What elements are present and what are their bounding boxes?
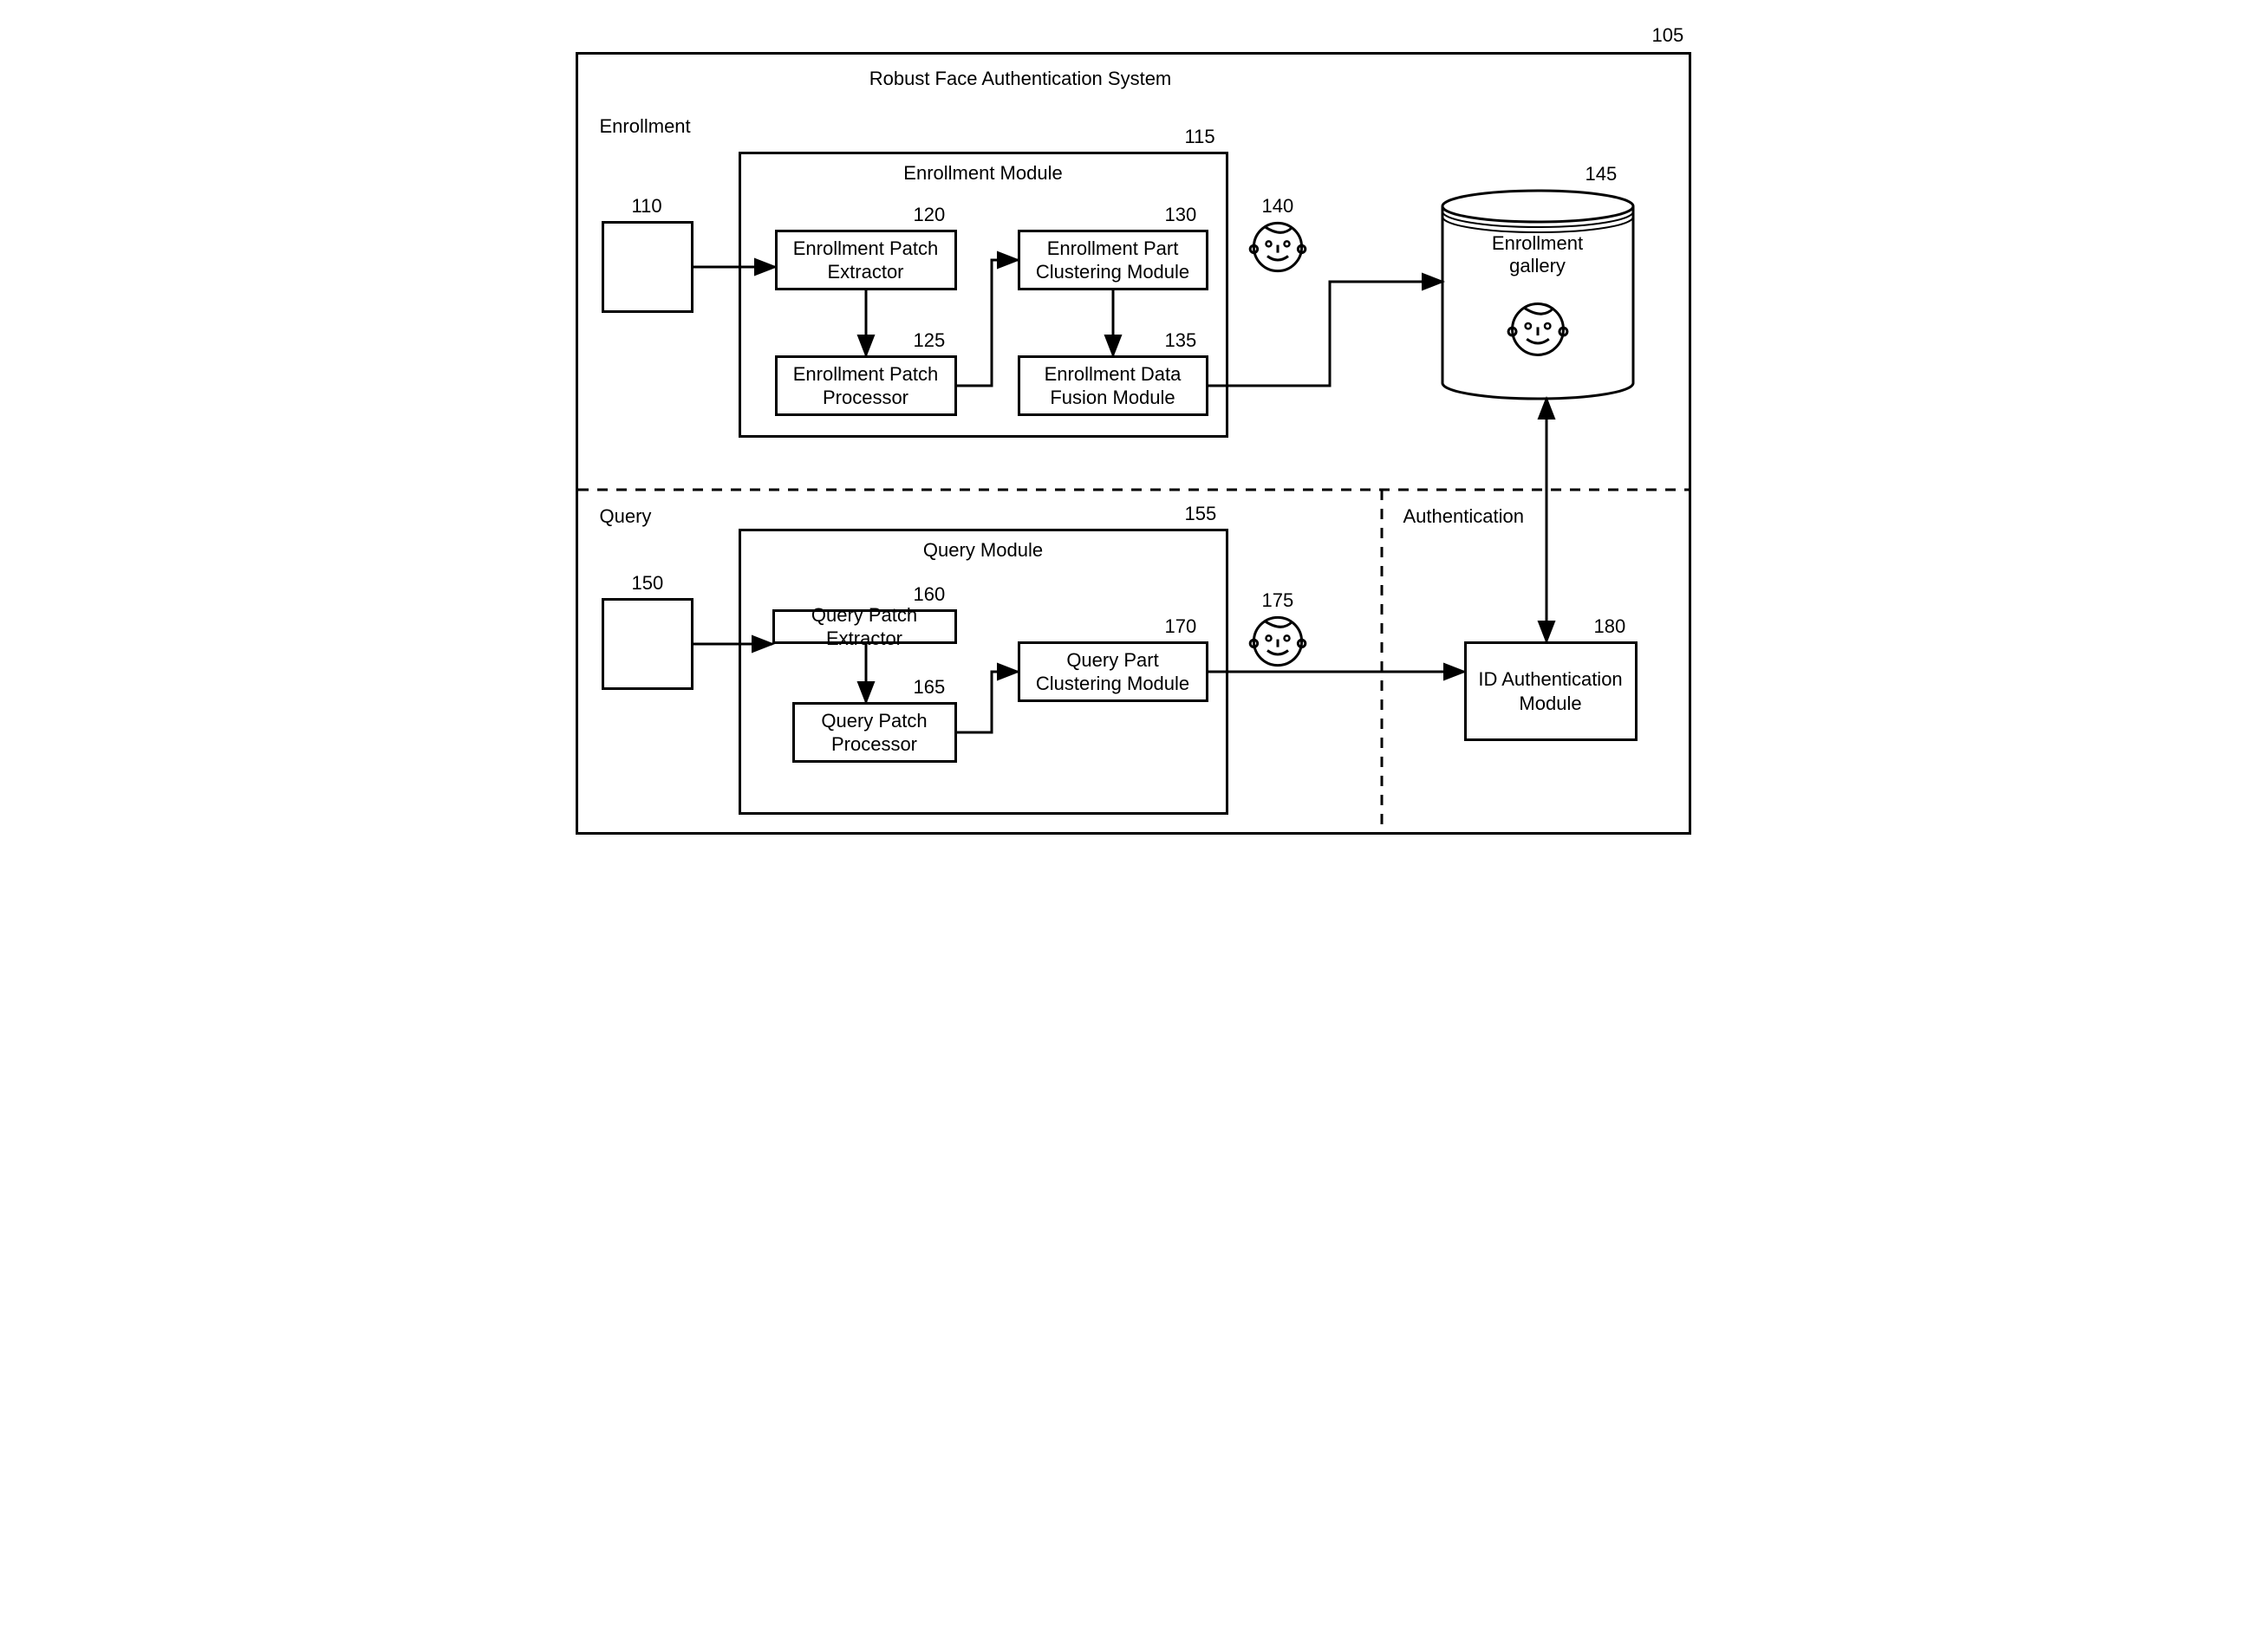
enroll_patch_extractor: Enrollment Patch Extractor bbox=[775, 230, 957, 290]
enroll_part_clustering: Enrollment Part Clustering Module bbox=[1018, 230, 1208, 290]
section-enrollment: Enrollment bbox=[600, 115, 691, 138]
query_patch_processor: Query Patch Processor bbox=[792, 702, 957, 763]
enroll_data_fusion: Enrollment Data Fusion Module bbox=[1018, 355, 1208, 416]
ref-150: 150 bbox=[632, 572, 664, 595]
ref-135: 135 bbox=[1165, 329, 1197, 352]
ref-170: 170 bbox=[1165, 615, 1197, 638]
ref-110: 110 bbox=[632, 195, 662, 218]
ref-140: 140 bbox=[1262, 195, 1294, 218]
section-query: Query bbox=[600, 505, 652, 528]
ref-125: 125 bbox=[914, 329, 946, 352]
query_module-title: Query Module bbox=[923, 539, 1043, 562]
ref-165: 165 bbox=[914, 676, 946, 699]
enroll_input bbox=[602, 221, 693, 313]
ref-115: 115 bbox=[1185, 126, 1215, 148]
ref-155: 155 bbox=[1185, 503, 1217, 525]
ref-160: 160 bbox=[914, 583, 946, 606]
ref-175: 175 bbox=[1262, 589, 1294, 612]
query_patch_extractor: Query Patch Extractor bbox=[772, 609, 957, 644]
enrollment-gallery-label: Enrollmentgallery bbox=[1460, 232, 1616, 277]
ref-145: 145 bbox=[1586, 163, 1618, 185]
ref-180: 180 bbox=[1594, 615, 1626, 638]
query_part_clustering: Query Part Clustering Module bbox=[1018, 641, 1208, 702]
diagram-canvas: 105 Robust Face Authentication System Enro… bbox=[567, 17, 1700, 843]
section-authentication: Authentication bbox=[1403, 505, 1524, 528]
query_input bbox=[602, 598, 693, 690]
id_auth: ID Authentication Module bbox=[1464, 641, 1638, 741]
enroll_patch_processor: Enrollment Patch Processor bbox=[775, 355, 957, 416]
enrollment_module-title: Enrollment Module bbox=[903, 162, 1062, 185]
ref-130: 130 bbox=[1165, 204, 1197, 226]
ref-105: 105 bbox=[1652, 24, 1684, 47]
system-title: Robust Face Authentication System bbox=[869, 68, 1172, 90]
ref-120: 120 bbox=[914, 204, 946, 226]
